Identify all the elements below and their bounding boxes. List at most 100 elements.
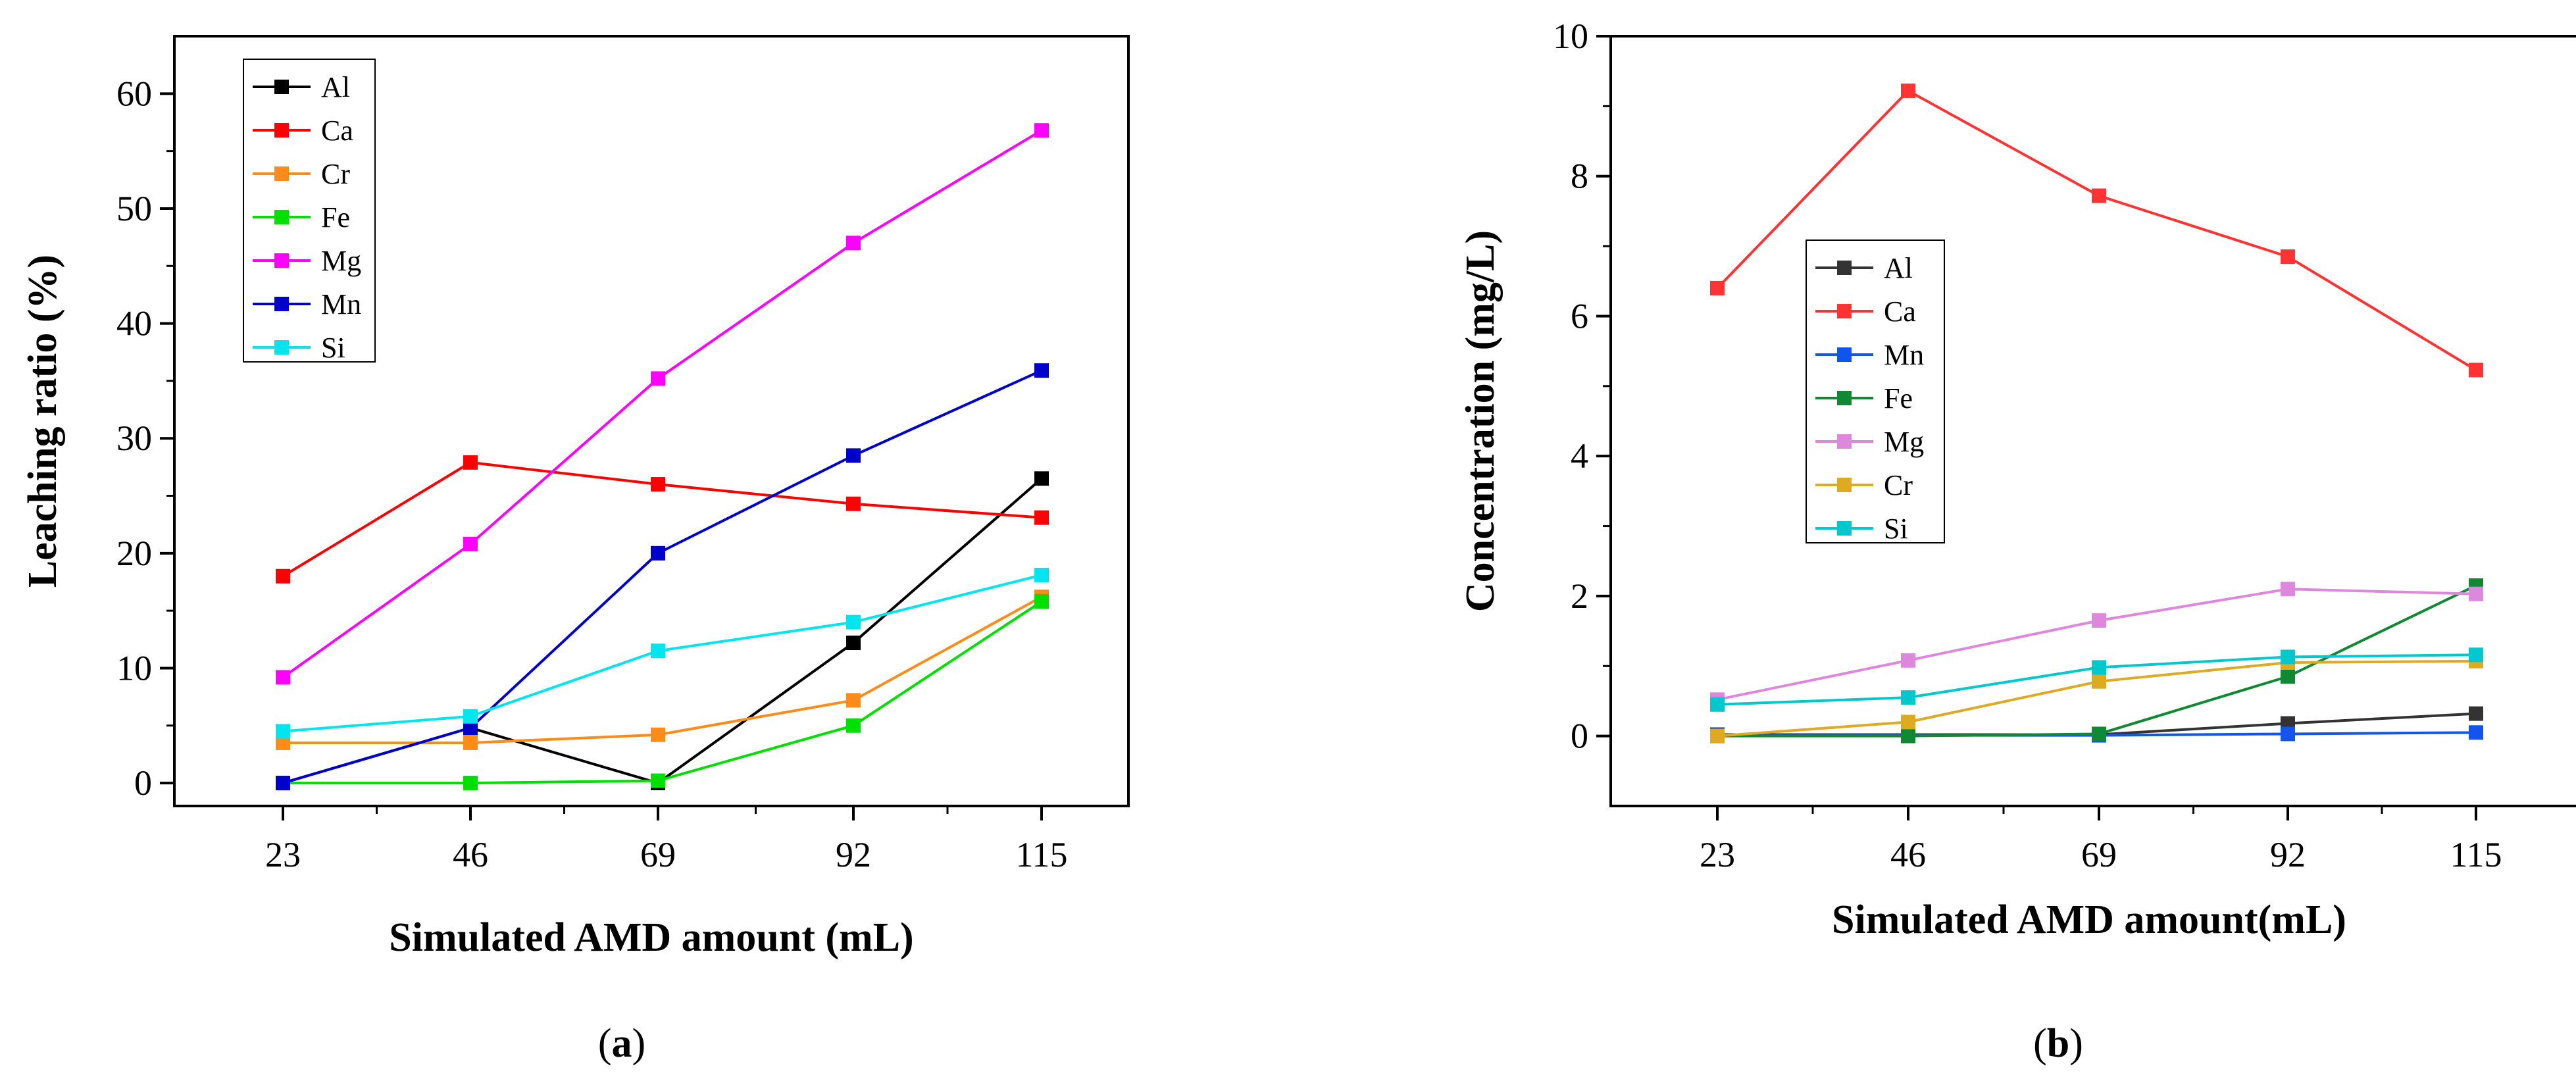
panel-b-legend-label-ca: Ca xyxy=(1884,295,1916,328)
panel-b-x-tick-label: 115 xyxy=(2450,835,2502,874)
panel-a-legend-marker-fe xyxy=(274,210,289,224)
panel-a-label-letter: a xyxy=(612,1021,632,1066)
panel-b-point-mg xyxy=(2469,586,2483,601)
panel-a-point-si xyxy=(846,615,861,630)
panel-a-point-cr xyxy=(276,735,290,750)
panel-a-point-fe xyxy=(1034,594,1049,609)
panel-a-y-axis-title: Leaching ratio (%) xyxy=(20,255,65,588)
panel-a-point-ca xyxy=(463,455,478,470)
panel-a-legend: Al Ca Cr Fe Mg Mn Si xyxy=(243,59,376,364)
panel-b-point-si xyxy=(2469,647,2483,663)
panel-a-y-tick-label: 30 xyxy=(116,418,152,458)
panel-a-legend-box xyxy=(243,59,376,363)
panel-a-y-tick-label: 0 xyxy=(134,763,152,803)
panel-a-x-tick-label: 23 xyxy=(265,835,301,874)
panel-b-legend-marker-al xyxy=(1837,261,1852,275)
panel-b-point-cr xyxy=(1710,728,1725,743)
panel-a-point-mg xyxy=(1034,123,1049,138)
panel-b-legend-label-al: Al xyxy=(1884,252,1913,284)
panel-b-point-fe xyxy=(2092,726,2106,742)
panel-a-point-fe xyxy=(651,773,665,788)
panel-b-point-si xyxy=(1710,697,1725,712)
panel-b-legend-label-mn: Mn xyxy=(1884,339,1924,371)
panel-b-x-tick-label: 46 xyxy=(1890,835,1926,874)
panel-b-point-ca xyxy=(1710,280,1725,295)
panel-b-point-si xyxy=(1901,690,1915,705)
panel-b-point-mg xyxy=(1901,653,1915,668)
panel-a-x-tick-label: 115 xyxy=(1016,835,1068,874)
panel-b-point-si xyxy=(2092,660,2106,675)
panel-a-series-line-cr xyxy=(283,595,1042,744)
panel-b-legend-marker-cr xyxy=(1837,478,1852,492)
panel-b-x-tick-label: 23 xyxy=(1700,835,1735,874)
panel-a-point-mn xyxy=(1034,363,1049,378)
panel-b-series xyxy=(1710,83,2483,743)
panel-a-series xyxy=(276,123,1049,791)
panel-a-point-al xyxy=(1034,471,1049,486)
panel-b-legend-box xyxy=(1806,239,1945,543)
panel-a-y-tick-label: 60 xyxy=(116,74,152,113)
panel-a-plot-frame xyxy=(173,35,1130,807)
panel-a-point-fe xyxy=(846,718,861,733)
panel-a-label-close: ) xyxy=(632,1021,646,1066)
panel-b-y-tick-label: 0 xyxy=(1571,717,1588,756)
panel-b-y-tick-label: 8 xyxy=(1571,157,1588,196)
panel-a-point-mn xyxy=(463,720,478,736)
panel-b-point-al xyxy=(2469,706,2483,721)
panel-a-point-mg xyxy=(846,236,861,251)
panel-a-label: (a) xyxy=(598,1021,645,1066)
panel-a-ticks: 0 10 20 30 40 50 60 23 46 69 92 115 xyxy=(116,74,1068,874)
panel-a-point-si xyxy=(276,724,290,739)
panel-a-point-al xyxy=(846,636,861,651)
panel-a-legend-marker-al xyxy=(274,80,289,94)
panel-a-point-mn xyxy=(276,776,290,791)
panel-a-x-tick-label: 92 xyxy=(836,835,871,874)
panel-a-label-open: ( xyxy=(598,1021,612,1066)
panel-a-point-cr xyxy=(846,693,861,708)
panel-b-legend-marker-fe xyxy=(1837,391,1852,405)
panel-a-legend-label-al: Al xyxy=(321,71,350,103)
panel-a-point-ca xyxy=(276,568,290,584)
panel-a-point-ca xyxy=(1034,510,1049,525)
panel-a-legend-marker-cr xyxy=(274,166,289,181)
panel-a-x-tick-label: 69 xyxy=(640,835,676,874)
panel-b-legend-marker-si xyxy=(1837,521,1852,536)
panel-a-point-mg xyxy=(463,536,478,551)
panel-a-legend-label-cr: Cr xyxy=(321,158,350,190)
panel-b-x-tick-label: 69 xyxy=(2081,835,2117,874)
panel-a-point-fe xyxy=(463,776,478,791)
panel-a-series-line-fe xyxy=(283,600,1043,785)
panel-a-legend-label-si: Si xyxy=(321,332,345,364)
panel-b-label-letter: b xyxy=(2047,1021,2069,1066)
panel-b-point-ca xyxy=(2092,188,2106,203)
panel-a-y-tick-label: 50 xyxy=(116,189,152,228)
panel-b-legend-label-si: Si xyxy=(1884,513,1908,545)
panel-b-point-fe xyxy=(2281,669,2295,684)
panel-b-point-ca xyxy=(2281,249,2295,264)
panel-b-legend-label-fe: Fe xyxy=(1884,382,1913,415)
panel-b-label: (b) xyxy=(2033,1021,2083,1066)
panel-b-point-si xyxy=(2281,649,2295,665)
panel-a-x-tick-label: 46 xyxy=(453,835,488,874)
panel-b-legend: Al Ca Mn Fe Mg Cr Si xyxy=(1806,239,1945,545)
panel-a-point-mg xyxy=(276,670,290,685)
panel-b-y-axis-title: Concentration (mg/L) xyxy=(1458,230,1503,612)
panel-b-y-tick-label: 4 xyxy=(1571,436,1588,476)
panel-a-legend-marker-si xyxy=(274,340,289,355)
panel-a-y-tick-label: 20 xyxy=(116,534,152,573)
panel-a-legend-label-fe: Fe xyxy=(321,201,350,234)
panel-a-point-si xyxy=(651,643,665,659)
panel-b-point-ca xyxy=(1901,83,1915,98)
panel-a-y-tick-label: 10 xyxy=(116,648,152,688)
panel-b-x-tick-label: 92 xyxy=(2270,835,2306,874)
panel-a-legend-marker-mn xyxy=(274,297,289,311)
panel-b-x-axis-title: Simulated AMD amount(mL) xyxy=(1832,897,2346,942)
panel-a-legend-marker-ca xyxy=(274,123,289,138)
panel-a-legend-label-mn: Mn xyxy=(321,288,361,320)
panel-b-point-mn xyxy=(2281,726,2295,742)
panel-b-point-mn xyxy=(2469,725,2483,740)
